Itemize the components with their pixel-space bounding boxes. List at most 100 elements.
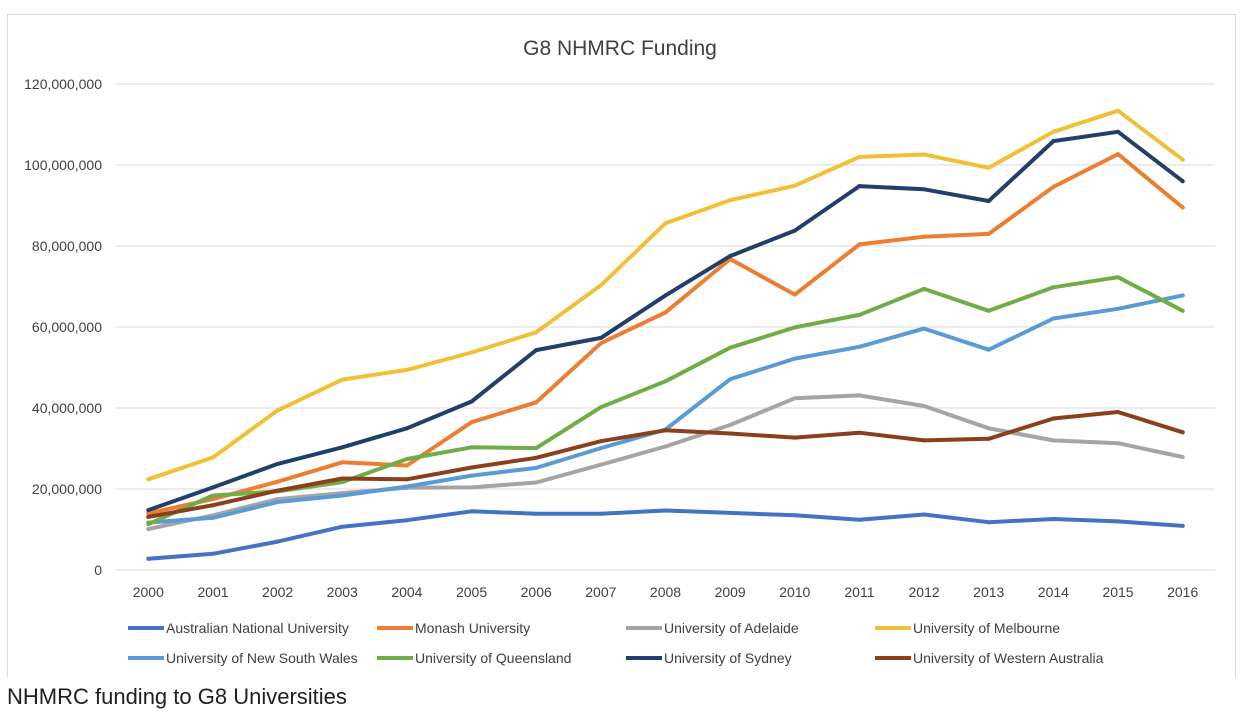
data-point (1180, 293, 1185, 298)
data-point (922, 404, 927, 408)
data-point (728, 377, 733, 382)
data-point (857, 184, 862, 189)
data-point (275, 500, 280, 504)
data-point (275, 461, 280, 466)
data-point (986, 308, 991, 313)
data-point (1116, 441, 1120, 446)
data-point (1116, 129, 1120, 134)
data-point (340, 460, 345, 465)
legend-label: University of Adelaide (664, 620, 799, 636)
data-point (922, 187, 927, 192)
data-point (728, 198, 733, 203)
data-point (598, 462, 603, 467)
data-point (534, 455, 539, 460)
data-point (792, 356, 797, 361)
data-point (340, 377, 345, 382)
data-point (469, 465, 474, 470)
data-point (404, 426, 409, 431)
legend: Australian National University Monash Uni… (128, 620, 1104, 666)
data-point (1180, 455, 1185, 459)
data-point (986, 231, 991, 236)
x-tick-label: 2012 (909, 584, 940, 600)
data-point (275, 488, 280, 493)
data-point (404, 484, 409, 489)
legend-label: University of Sydney (664, 650, 792, 666)
data-point (922, 326, 927, 331)
data-point (598, 283, 603, 288)
y-tick-label: 120,000,000 (24, 76, 102, 92)
data-point (857, 344, 862, 349)
data-point (728, 254, 733, 259)
data-point (275, 479, 280, 484)
series-line-0 (146, 508, 1185, 561)
data-point (792, 325, 797, 330)
data-point (598, 446, 603, 451)
data-point (275, 539, 280, 544)
data-point (922, 152, 927, 157)
data-point (146, 514, 151, 519)
x-tick-label: 2001 (197, 584, 228, 600)
data-point (469, 420, 474, 425)
data-point (986, 426, 991, 431)
data-point (792, 435, 797, 440)
x-tick-label: 2011 (844, 584, 874, 600)
data-point (857, 430, 862, 435)
data-point (534, 330, 539, 335)
data-point (663, 508, 668, 513)
data-point (340, 476, 345, 481)
data-point (857, 517, 862, 522)
x-tick-label: 2006 (521, 584, 552, 600)
data-point (146, 527, 151, 532)
x-tick-label: 2004 (391, 584, 422, 600)
data-point (146, 556, 151, 561)
data-point (728, 431, 733, 436)
series-line-6 (146, 129, 1185, 513)
x-tick-label: 2016 (1167, 584, 1198, 600)
data-point (792, 513, 797, 518)
data-point (1180, 205, 1185, 210)
data-point (211, 503, 215, 508)
data-point (792, 292, 797, 297)
x-tick-label: 2009 (715, 584, 746, 600)
data-point (986, 436, 991, 441)
data-point (922, 234, 927, 239)
data-point (922, 438, 927, 443)
data-point (534, 400, 539, 405)
chart-title: G8 NHMRC Funding (523, 37, 717, 60)
data-point (211, 485, 215, 490)
data-point (1116, 519, 1120, 524)
data-point (663, 379, 668, 384)
data-point (211, 515, 215, 520)
y-tick-label: 100,000,000 (24, 157, 102, 173)
data-point (404, 463, 409, 468)
data-point (857, 154, 862, 159)
data-point (1051, 129, 1056, 134)
data-point (404, 518, 409, 523)
data-point (404, 367, 409, 372)
data-point (857, 242, 862, 247)
data-point (469, 399, 474, 404)
x-tick-label: 2007 (585, 584, 616, 600)
data-point (1051, 285, 1056, 290)
data-point (1180, 430, 1185, 435)
data-point (146, 508, 151, 513)
chart-frame (7, 14, 1236, 677)
data-point (663, 221, 668, 226)
data-point (1051, 416, 1056, 421)
legend-label: University of New South Wales (166, 650, 358, 666)
data-point (1180, 308, 1185, 313)
data-point (663, 310, 668, 315)
data-point (922, 286, 927, 291)
x-axis-ticks: 2000 2001 2002 2003 2004 2005 2006 2007 2008 2009… (133, 584, 1199, 600)
legend-label: Monash University (415, 620, 530, 636)
data-point (857, 312, 862, 317)
data-point (1180, 179, 1185, 184)
legend-label: University of Melbourne (913, 620, 1060, 636)
series-lines (146, 108, 1185, 561)
data-point (663, 428, 668, 433)
data-point (340, 445, 345, 450)
data-point (340, 493, 345, 498)
data-point (1180, 157, 1185, 162)
data-point (728, 345, 733, 350)
data-point (469, 473, 474, 478)
